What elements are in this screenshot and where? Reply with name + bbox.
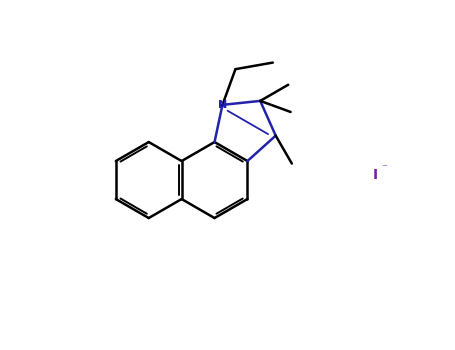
Text: N: N — [218, 100, 227, 110]
Text: I: I — [373, 168, 378, 182]
Text: ⁻: ⁻ — [381, 163, 387, 173]
